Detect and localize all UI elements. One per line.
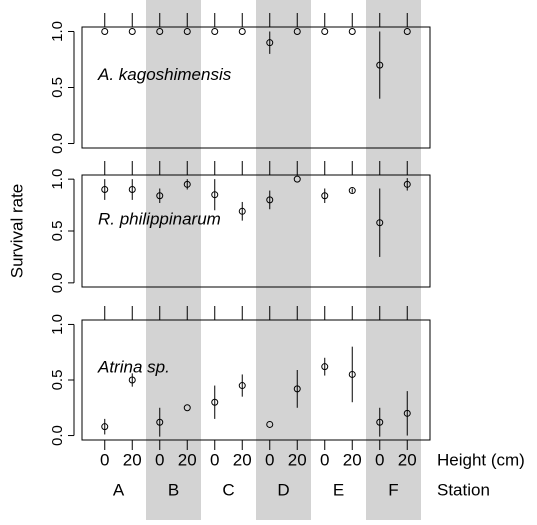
point bbox=[183, 27, 191, 35]
point bbox=[348, 187, 356, 195]
point bbox=[266, 420, 274, 428]
point bbox=[128, 376, 136, 384]
x-tick-label: 0 bbox=[210, 450, 219, 469]
point bbox=[101, 27, 109, 35]
y-tick-label: 0.0 bbox=[49, 133, 66, 154]
point bbox=[321, 192, 329, 200]
panel-frame bbox=[81, 26, 431, 149]
group-label: D bbox=[277, 480, 289, 499]
point bbox=[403, 409, 411, 417]
x-tick-label: 0 bbox=[320, 450, 329, 469]
point bbox=[266, 39, 274, 47]
x-tick-label: 0 bbox=[375, 450, 384, 469]
panel-title: R. philippinarum bbox=[98, 209, 221, 228]
point bbox=[238, 382, 246, 390]
y-tick-label: 0.5 bbox=[49, 77, 66, 98]
point bbox=[211, 398, 219, 406]
point bbox=[101, 186, 109, 194]
point bbox=[183, 404, 191, 412]
point bbox=[211, 191, 219, 199]
point bbox=[238, 27, 246, 35]
group-axis-label: Station bbox=[437, 480, 490, 499]
point bbox=[403, 27, 411, 35]
x-tick-label: 20 bbox=[343, 450, 362, 469]
x-tick-label: 20 bbox=[178, 450, 197, 469]
group-label: C bbox=[222, 480, 234, 499]
x-tick-label: 0 bbox=[100, 450, 109, 469]
point bbox=[156, 27, 164, 35]
panel-title: A. kagoshimensis bbox=[97, 65, 232, 84]
y-tick-label: 1.0 bbox=[49, 314, 66, 335]
x-tick-label: 0 bbox=[155, 450, 164, 469]
station-band bbox=[366, 0, 421, 520]
x-tick-label: 0 bbox=[265, 450, 274, 469]
group-label: F bbox=[388, 480, 398, 499]
y-tick-label: 0.0 bbox=[49, 272, 66, 293]
x-tick-label: 20 bbox=[398, 450, 417, 469]
point bbox=[238, 207, 246, 215]
x-axis-label: Height (cm) bbox=[437, 450, 525, 469]
point bbox=[293, 385, 301, 393]
y-tick-label: 0.5 bbox=[49, 221, 66, 242]
point bbox=[321, 27, 329, 35]
point bbox=[128, 27, 136, 35]
x-tick-label: 20 bbox=[288, 450, 307, 469]
station-band bbox=[256, 0, 311, 520]
x-tick-label: 20 bbox=[123, 450, 142, 469]
point bbox=[101, 423, 109, 431]
point bbox=[348, 27, 356, 35]
panel-frame bbox=[81, 174, 431, 288]
point bbox=[376, 219, 384, 227]
point bbox=[128, 186, 136, 194]
point bbox=[348, 370, 356, 378]
panel-frame bbox=[81, 319, 431, 441]
y-tick-label: 1.0 bbox=[49, 21, 66, 42]
y-tick-label: 0.5 bbox=[49, 370, 66, 391]
point bbox=[183, 180, 191, 188]
station-band bbox=[146, 0, 201, 520]
point bbox=[156, 192, 164, 200]
x-tick-label: 20 bbox=[233, 450, 252, 469]
group-label: B bbox=[168, 480, 179, 499]
point bbox=[266, 196, 274, 204]
point bbox=[376, 418, 384, 426]
panel-title: Atrina sp. bbox=[97, 357, 170, 376]
point bbox=[211, 27, 219, 35]
point bbox=[293, 27, 301, 35]
point bbox=[293, 175, 301, 183]
point bbox=[403, 180, 411, 188]
point bbox=[321, 363, 329, 371]
group-label: E bbox=[333, 480, 344, 499]
y-axis-label: Survival rate bbox=[7, 184, 26, 278]
y-tick-label: 1.0 bbox=[49, 169, 66, 190]
point bbox=[156, 418, 164, 426]
group-label: A bbox=[113, 480, 125, 499]
point bbox=[376, 61, 384, 69]
y-tick-label: 0.0 bbox=[49, 425, 66, 446]
